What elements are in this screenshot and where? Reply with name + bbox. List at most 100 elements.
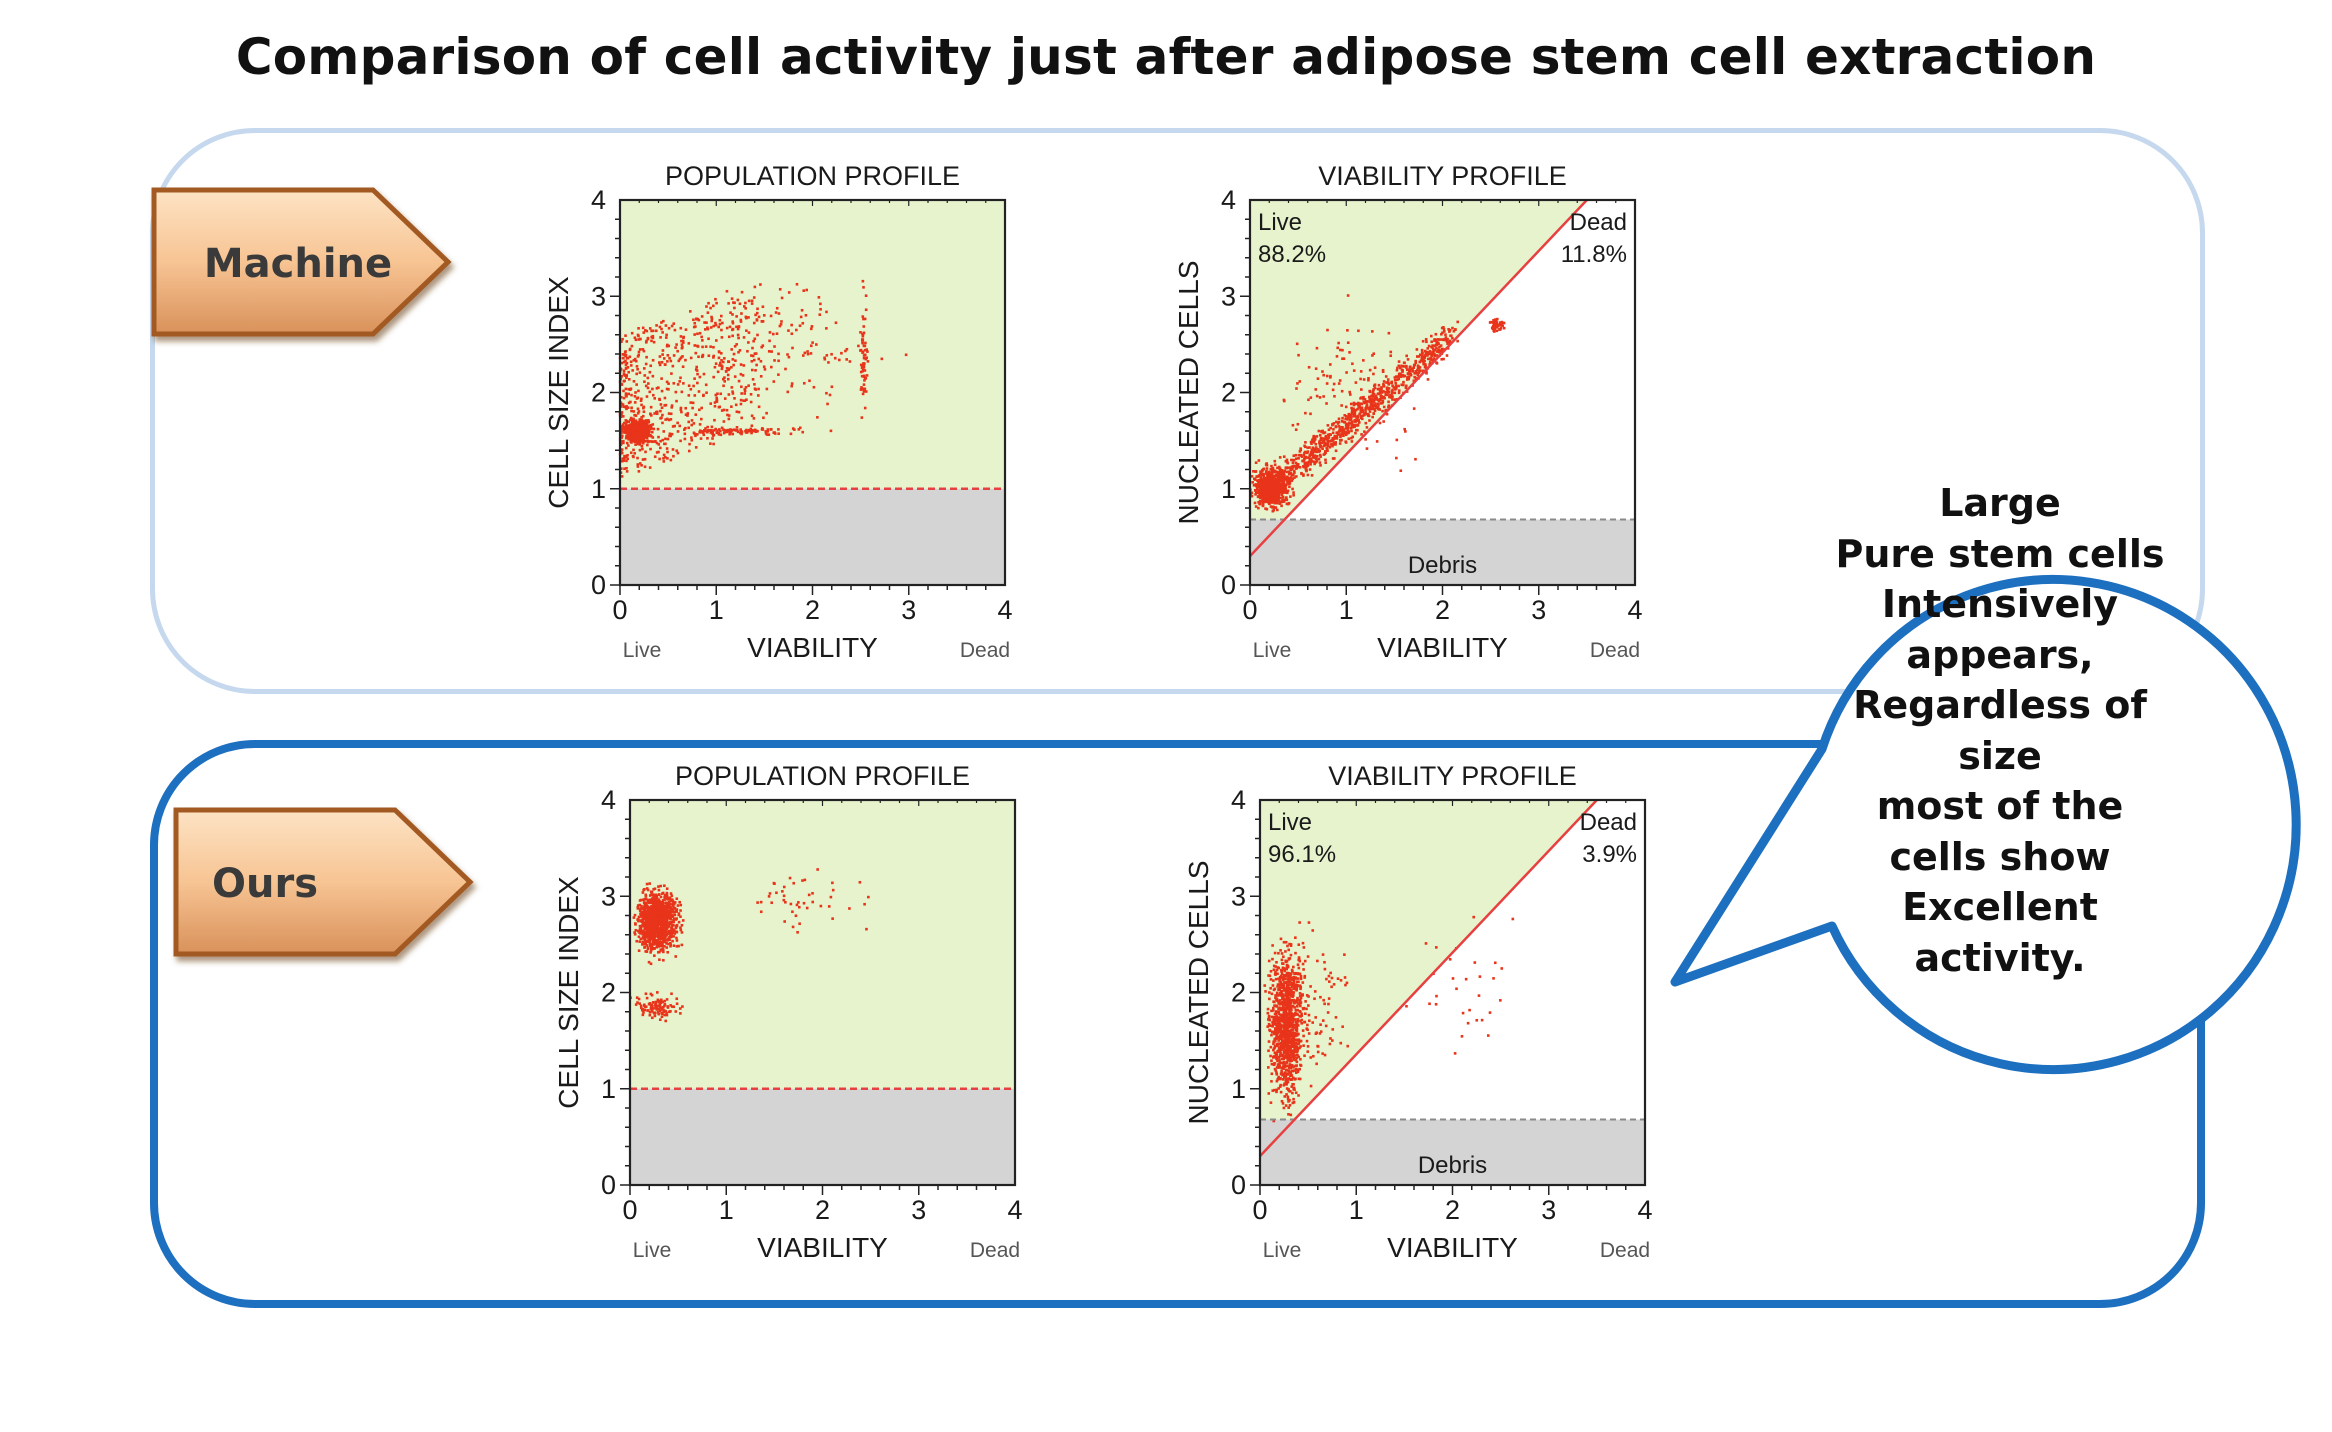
data-point xyxy=(1253,501,1257,505)
data-point xyxy=(665,941,668,945)
data-point xyxy=(1382,380,1386,383)
data-point xyxy=(1273,459,1277,463)
data-point xyxy=(1402,361,1406,365)
data-point xyxy=(664,902,667,905)
data-point xyxy=(1285,483,1288,487)
data-point xyxy=(1257,478,1261,482)
data-point xyxy=(664,917,668,921)
data-point xyxy=(697,355,700,359)
data-point xyxy=(648,430,651,434)
data-point xyxy=(675,997,679,1001)
data-point xyxy=(620,436,623,439)
data-point xyxy=(1353,419,1357,423)
data-point xyxy=(681,365,685,369)
data-point xyxy=(1389,354,1393,358)
data-point xyxy=(659,918,663,921)
data-point xyxy=(623,454,626,458)
data-point xyxy=(800,308,804,312)
data-point xyxy=(1380,387,1383,391)
data-point xyxy=(658,361,661,364)
data-point xyxy=(638,337,642,341)
data-point xyxy=(659,403,663,406)
data-point xyxy=(661,353,664,356)
data-point xyxy=(1387,390,1391,394)
data-point xyxy=(860,416,864,419)
data-point xyxy=(637,338,641,341)
data-point xyxy=(1371,394,1375,398)
data-point xyxy=(867,895,870,899)
data-point xyxy=(749,393,753,396)
data-point xyxy=(726,428,730,432)
data-point xyxy=(649,992,653,996)
data-point xyxy=(831,917,834,920)
data-point xyxy=(646,916,650,920)
data-point xyxy=(637,428,641,432)
data-point xyxy=(659,895,663,899)
data-point xyxy=(1296,1019,1300,1023)
data-point xyxy=(770,365,773,369)
data-point xyxy=(658,923,661,926)
data-point xyxy=(823,356,826,360)
data-point xyxy=(1386,378,1390,381)
data-point xyxy=(641,1008,644,1011)
data-point xyxy=(1350,420,1354,424)
data-point xyxy=(647,912,651,915)
data-point xyxy=(1309,463,1312,466)
data-point xyxy=(1318,433,1322,437)
data-point xyxy=(623,373,626,377)
data-point xyxy=(816,416,819,419)
data-point xyxy=(736,298,740,302)
data-point xyxy=(817,296,821,299)
data-point xyxy=(657,918,661,922)
data-point xyxy=(1418,369,1422,373)
data-point xyxy=(747,331,751,334)
data-point xyxy=(675,449,679,453)
data-point xyxy=(1337,425,1341,428)
data-point xyxy=(1393,378,1397,382)
data-point xyxy=(1279,476,1283,479)
data-point xyxy=(1278,486,1282,489)
data-point xyxy=(660,925,664,928)
data-point xyxy=(1402,383,1405,387)
data-point xyxy=(660,942,664,946)
data-point xyxy=(665,893,669,896)
data-point xyxy=(1393,391,1397,395)
data-point xyxy=(693,377,696,380)
data-point xyxy=(635,372,638,376)
data-point xyxy=(650,929,654,932)
data-point xyxy=(1295,463,1299,467)
data-point xyxy=(725,370,728,373)
data-point xyxy=(720,359,723,362)
data-point xyxy=(649,427,653,431)
data-point xyxy=(1323,431,1327,434)
data-point xyxy=(648,917,652,920)
data-point xyxy=(642,410,646,414)
data-point xyxy=(666,916,669,919)
data-point xyxy=(790,382,794,385)
data-point xyxy=(653,412,656,415)
data-point xyxy=(1502,321,1506,325)
data-point xyxy=(640,925,643,929)
data-point xyxy=(844,349,847,353)
data-point xyxy=(1318,396,1322,399)
data-point xyxy=(643,946,646,949)
data-point xyxy=(859,348,863,352)
data-point xyxy=(630,436,634,440)
data-point xyxy=(1367,378,1370,382)
data-point xyxy=(1416,373,1420,377)
data-point xyxy=(859,388,863,391)
data-point xyxy=(677,912,681,915)
data-point xyxy=(1365,426,1369,429)
data-point xyxy=(1418,360,1422,364)
data-point xyxy=(1493,327,1497,331)
data-point xyxy=(694,413,698,416)
data-point xyxy=(659,1005,662,1009)
data-point xyxy=(1352,409,1355,413)
data-point xyxy=(798,426,802,430)
data-point xyxy=(657,945,661,948)
data-point xyxy=(770,350,773,353)
data-point xyxy=(1382,384,1386,388)
data-point xyxy=(622,389,625,393)
data-point xyxy=(634,443,637,446)
